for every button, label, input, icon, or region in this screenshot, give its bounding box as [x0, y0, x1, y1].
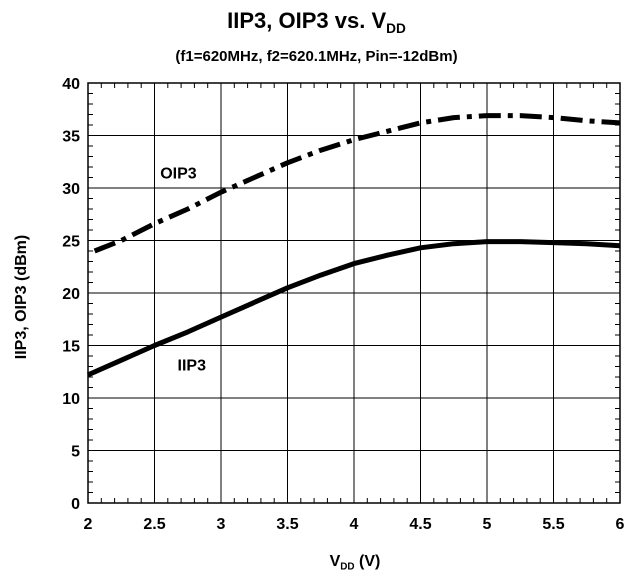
- y-tick-label: 35: [62, 129, 80, 146]
- annotation-iip3: IIP3: [178, 358, 207, 375]
- y-tick-label: 5: [71, 444, 80, 461]
- y-tick-label: 40: [62, 76, 80, 93]
- series-oip3-line: [93, 113, 621, 254]
- x-axis-label: VDD (V): [329, 553, 381, 573]
- x-tick-label: 3.5: [276, 516, 298, 533]
- x-tick-label: 2.5: [143, 516, 165, 533]
- y-tick-label: 25: [62, 234, 80, 251]
- annotations: OIP3 IIP3: [160, 166, 206, 375]
- chart-subtitle: (f1=620MHz, f2=620.1MHz, Pin=-12dBm): [175, 48, 458, 65]
- y-tick-label: 0: [71, 496, 80, 513]
- chart-title: IIP3, OIP3 vs. VDD: [227, 8, 406, 36]
- y-axis-label: IIP3, OIP3 (dBm): [13, 234, 30, 360]
- x-tick-label: 3: [217, 516, 226, 533]
- tick-labels: 2 2.5 3 3.5 4 4.5 5 5.5 6 0 5 10 15 20 25 30 35 40: [62, 76, 624, 533]
- annotation-oip3: OIP3: [160, 166, 197, 183]
- minor-ticks: [88, 83, 620, 503]
- y-tick-label: 10: [62, 391, 80, 408]
- x-tick-label: 4: [350, 516, 359, 533]
- y-tick-label: 30: [62, 181, 80, 198]
- x-tick-label: 6: [616, 516, 625, 533]
- y-tick-label: 20: [62, 286, 80, 303]
- x-tick-label: 5.5: [542, 516, 564, 533]
- data-series: [86, 113, 621, 378]
- plot-frame: [87, 82, 621, 504]
- grid-lines: [88, 83, 620, 503]
- x-tick-label: 4.5: [409, 516, 431, 533]
- x-tick-label: 5: [483, 516, 492, 533]
- series-iip3-line: [86, 239, 621, 378]
- y-tick-label: 15: [62, 339, 80, 356]
- x-tick-label: 2: [84, 516, 93, 533]
